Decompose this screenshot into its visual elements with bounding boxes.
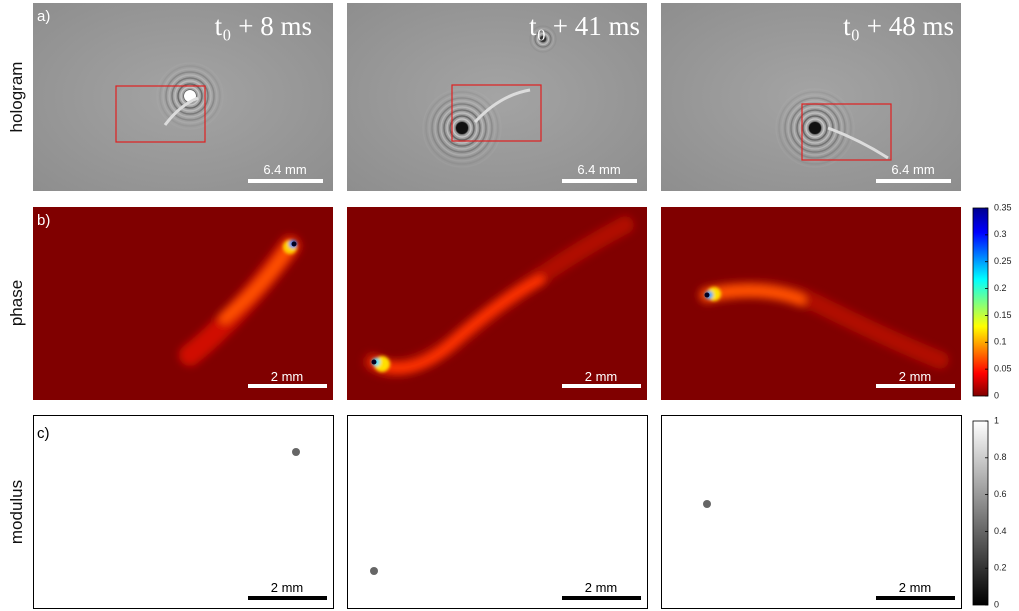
scale-bar (248, 384, 327, 388)
colorbar-tick-label: 0.2 (994, 563, 1007, 573)
panel-label: c) (37, 425, 50, 442)
time-label: t₀ + 8 ms (215, 11, 312, 41)
scale-bar-label: 6.4 mm (263, 162, 306, 177)
scale-bar (248, 596, 327, 600)
colorbar-tick-label: 0.2 (994, 283, 1007, 293)
colorbar-tick-label: 0.25 (994, 256, 1012, 266)
scale-bar-label: 6.4 mm (577, 162, 620, 177)
scale-bar-label: 6.4 mm (891, 162, 934, 177)
colorbar-tick-label: 0.1 (994, 337, 1007, 347)
row-label: phase (7, 280, 26, 326)
colorbar-tick-label: 0 (994, 599, 999, 609)
colorbar-tick-label: 0.3 (994, 229, 1007, 239)
colorbars: 0 0.05 0.1 0.15 0.2 0.25 0.3 0.35 0 0.2 0.4 0.6 0.8 1 (973, 202, 1012, 609)
panel-label: a) (37, 8, 50, 25)
colorbar (973, 421, 988, 605)
scale-bar (562, 179, 637, 183)
row-label: modulus (7, 480, 26, 544)
scale-bar (562, 596, 641, 600)
scale-bar-label: 2 mm (271, 580, 304, 595)
panel-label: b) (37, 212, 50, 229)
particle (703, 500, 711, 508)
particle-core (456, 122, 468, 134)
scale-bar (876, 596, 955, 600)
scale-bar-label: 2 mm (585, 369, 618, 384)
colorbar-tick-label: 0.35 (994, 202, 1012, 212)
colorbar-tick-label: 1 (994, 415, 999, 425)
scale-bar-label: 2 mm (899, 369, 932, 384)
time-label: t₀ + 48 ms (843, 11, 954, 41)
colorbar-tick-label: 0.4 (994, 526, 1007, 536)
row-label: hologram (7, 62, 26, 133)
scale-bar-label: 2 mm (585, 580, 618, 595)
scale-bar (562, 384, 641, 388)
particle-core (809, 122, 821, 134)
scale-bar (248, 179, 323, 183)
colorbar-tick-label: 0.15 (994, 310, 1012, 320)
time-label: t₀ + 41 ms (529, 11, 640, 41)
hologram-row (33, 3, 961, 191)
colorbar (973, 208, 988, 396)
scale-bar (876, 384, 955, 388)
scale-bar-label: 2 mm (271, 369, 304, 384)
colorbar-tick-label: 0 (994, 390, 999, 400)
colorbar-tick-label: 0.6 (994, 489, 1007, 499)
colorbar-tick-label: 0.8 (994, 452, 1007, 462)
figure: hologram phase modulus a) b) c) t₀ + 8 m… (0, 0, 1019, 611)
scale-bar (876, 179, 951, 183)
particle (292, 448, 300, 456)
particle (370, 567, 378, 575)
modulus-row (34, 416, 962, 609)
phase-row (33, 207, 961, 400)
colorbar-tick-label: 0.05 (994, 364, 1012, 374)
scale-bar-label: 2 mm (899, 580, 932, 595)
